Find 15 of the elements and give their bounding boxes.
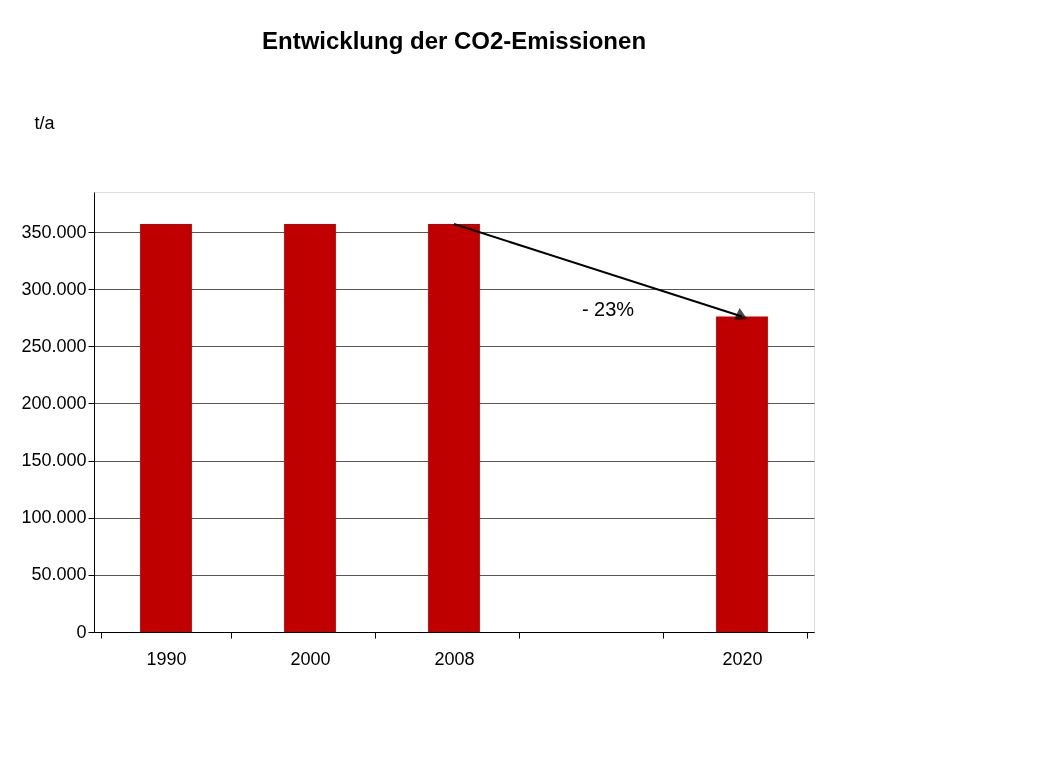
annotation: - 23%	[581, 298, 635, 321]
y-axis-title: t/a	[34, 112, 56, 133]
y-tick-label: 250.000	[21, 335, 87, 356]
chart-title: Entwicklung der CO2-Emissionen	[261, 27, 647, 54]
y-tick-label: 100.000	[21, 507, 87, 528]
y-tick-label: 0	[76, 621, 87, 642]
y-tick-label: 300.000	[21, 278, 87, 299]
y-tick-label: 350.000	[21, 221, 87, 242]
y-tick-label: 50.000	[31, 564, 87, 585]
x-tick-label: 2000	[290, 648, 331, 669]
x-tick-label: 2008	[434, 648, 475, 669]
y-tick-label: 200.000	[21, 392, 87, 413]
y-tick-label: 150.000	[21, 450, 87, 471]
x-tick-label: 1990	[146, 648, 187, 669]
x-tick-label: 2020	[722, 648, 763, 669]
